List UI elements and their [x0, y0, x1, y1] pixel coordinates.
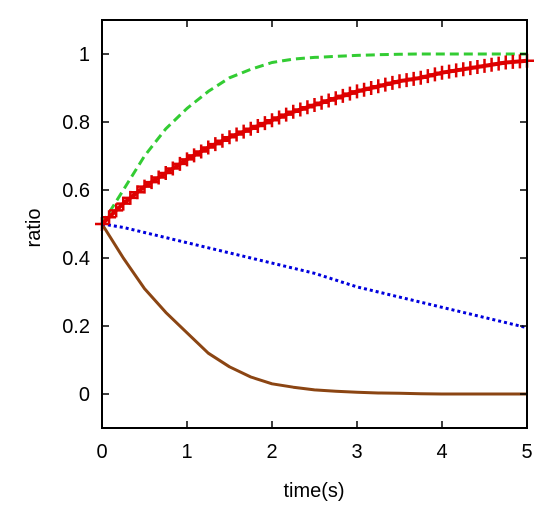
cross-marker — [109, 203, 124, 218]
x-tick-label: 5 — [521, 441, 532, 463]
cross-marker — [265, 113, 279, 128]
cross-marker — [307, 98, 322, 112]
x-tick-label: 3 — [351, 441, 362, 463]
y-tick-label: 0.6 — [62, 180, 90, 202]
cross-marker — [364, 81, 379, 95]
x-tick-label: 4 — [436, 441, 447, 463]
cross-marker — [385, 75, 400, 90]
cross-marker — [201, 140, 216, 155]
cross-marker — [328, 91, 343, 106]
cross-marker — [180, 152, 194, 167]
cross-marker — [172, 156, 187, 171]
plot-frame — [101, 19, 528, 429]
cross-marker — [236, 124, 251, 139]
plot-lines — [95, 52, 534, 396]
cross-marker — [257, 116, 272, 131]
cross-marker — [123, 190, 138, 205]
cross-marker — [371, 79, 386, 94]
cross-marker — [102, 210, 117, 225]
series-line-brown — [100, 223, 527, 396]
y-tick-label: 0.8 — [62, 112, 90, 134]
cross-marker — [243, 121, 258, 136]
series-line-green-dashed — [100, 52, 527, 225]
cross-marker — [130, 185, 145, 200]
y-axis-label: ratio — [23, 209, 45, 248]
x-tick-label: 2 — [266, 441, 277, 463]
cross-marker — [342, 86, 357, 101]
cross-marker — [158, 166, 173, 180]
cross-marker — [208, 137, 223, 152]
cross-marker — [187, 148, 202, 163]
cross-marker — [144, 175, 159, 190]
cross-marker — [286, 104, 301, 119]
cross-marker — [272, 110, 287, 125]
cross-marker — [378, 77, 393, 92]
cross-marker — [314, 95, 329, 110]
cross-marker — [222, 130, 237, 145]
series-line-blue-dotted — [101, 222, 528, 330]
cross-marker — [335, 88, 350, 103]
cross-marker — [300, 100, 315, 115]
cross-marker — [137, 179, 152, 194]
cross-marker — [116, 196, 131, 211]
cross-marker — [293, 102, 308, 117]
cross-marker — [413, 70, 428, 85]
cross-marker — [229, 127, 244, 142]
x-tick-label: 0 — [96, 441, 107, 463]
cross-marker — [194, 144, 209, 159]
cross-marker — [165, 161, 180, 176]
y-tick-label: 0.4 — [62, 248, 90, 270]
cross-marker — [350, 84, 364, 99]
cross-marker — [250, 118, 265, 133]
cross-marker — [279, 107, 294, 122]
y-tick-label: 0 — [79, 384, 90, 406]
cross-marker — [151, 170, 166, 185]
x-tick-label: 1 — [181, 441, 192, 463]
y-tick-label: 1 — [79, 44, 90, 66]
x-axis-label: time(s) — [283, 480, 344, 502]
y-tick-label: 0.2 — [62, 316, 90, 338]
cross-marker — [321, 93, 336, 108]
axis-ticks: 0 1 2 3 4 5 0 0.2 0.4 0.6 0.8 1 — [62, 20, 533, 463]
cross-marker — [427, 67, 442, 82]
cross-marker — [215, 133, 230, 148]
cross-marker — [420, 69, 435, 84]
cross-marker — [357, 82, 372, 97]
series-line-red — [100, 58, 528, 226]
